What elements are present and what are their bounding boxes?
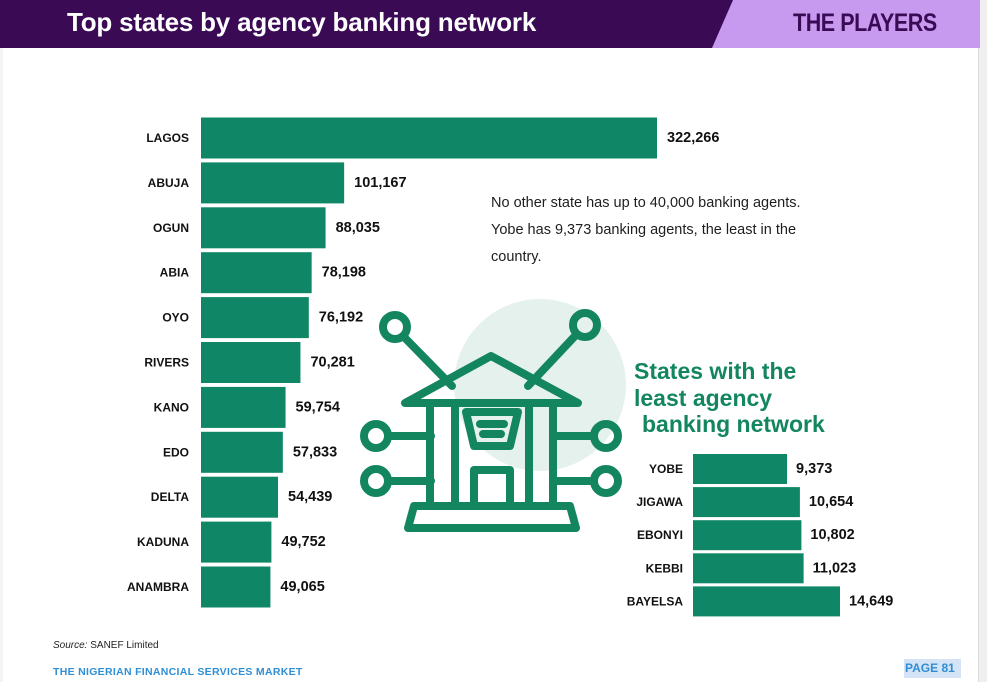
- least-states-value-label: 11,023: [813, 560, 857, 576]
- top-states-bar: [201, 252, 312, 294]
- top-states-category-label: DELTA: [151, 490, 190, 504]
- header-banner: Top states by agency banking network THE…: [0, 0, 980, 48]
- top-states-category-label: EDO: [163, 445, 189, 459]
- least-states-bar: [693, 454, 788, 484]
- source-label: Source:: [53, 640, 88, 651]
- top-states-value-label: 78,198: [322, 265, 366, 281]
- top-states-bar: [201, 342, 301, 383]
- top-states-category-label: LAGOS: [146, 131, 189, 145]
- top-states-bar: [201, 386, 286, 428]
- top-states-category-label: RIVERS: [144, 356, 189, 370]
- bank-emblem: [462, 408, 522, 450]
- top-states-bar: [201, 476, 279, 518]
- top-states-value-label: 101,167: [354, 175, 406, 191]
- top-states-category-label: OYO: [162, 311, 189, 325]
- publication-title: THE NIGERIAN FINANCIAL SERVICES MARKET: [53, 666, 303, 678]
- top-states-category-label: KANO: [154, 400, 189, 414]
- least-states-title: States with the least agency banking net…: [634, 358, 864, 438]
- least-states-category-label: KEBBI: [646, 561, 683, 575]
- section-label: THE PLAYERS: [793, 9, 937, 37]
- network-node-mid-left: [360, 420, 392, 452]
- least-states-value-label: 14,649: [849, 593, 893, 609]
- top-states-bar: [201, 162, 345, 204]
- top-states-value-label: 54,439: [288, 489, 332, 505]
- least-states-bar: [693, 520, 802, 551]
- top-states-value-label: 322,266: [667, 130, 719, 146]
- top-states-category-label: ANAMBRA: [127, 580, 189, 594]
- page-title: Top states by agency banking network: [67, 7, 537, 37]
- top-states-bar: [201, 297, 309, 339]
- least-states-category-label: BAYELSA: [627, 594, 684, 608]
- top-states-bar: [201, 431, 283, 473]
- top-states-bar: [201, 117, 657, 159]
- top-states-category-label: ABIA: [160, 266, 190, 280]
- top-states-category-label: ABUJA: [148, 176, 190, 190]
- page-number: PAGE 81: [904, 659, 961, 678]
- least-states-bar: [693, 586, 840, 617]
- top-states-value-label: 76,192: [319, 310, 363, 326]
- top-states-bar: [201, 521, 272, 563]
- top-states-category-label: OGUN: [153, 221, 189, 235]
- least-states-bar: [693, 487, 800, 518]
- network-node-top-right: [569, 309, 601, 341]
- chart-note: No other state has up to 40,000 banking …: [491, 195, 801, 265]
- least-states-category-label: JIGAWA: [636, 495, 683, 509]
- top-states-category-label: KADUNA: [137, 535, 189, 549]
- least-title-line-1: States with the: [634, 358, 797, 384]
- least-states-value-label: 10,802: [810, 527, 854, 543]
- page-edge-right: [978, 0, 987, 682]
- top-states-bar: [201, 566, 271, 608]
- header-background: [0, 0, 980, 48]
- least-states-category-label: YOBE: [649, 462, 683, 476]
- source-note: Source: SANEF Limited: [53, 640, 159, 651]
- least-title-line-2: least agency: [634, 384, 773, 411]
- network-node-mid-right: [590, 420, 622, 452]
- network-node-low-left: [360, 465, 392, 497]
- least-states-value-label: 10,654: [809, 494, 853, 510]
- network-node-low-right: [590, 465, 622, 497]
- header-section-tab: [712, 0, 980, 48]
- top-states-value-label: 49,065: [280, 579, 324, 595]
- top-states-value-label: 49,752: [281, 534, 325, 550]
- network-node-top-left: [379, 311, 411, 343]
- top-states-bar: [201, 207, 326, 249]
- bank-base: [404, 502, 580, 532]
- top-states-value-label: 70,281: [310, 355, 354, 371]
- page-edge-left: [0, 0, 3, 682]
- source-text: SANEF Limited: [90, 640, 159, 651]
- top-states-value-label: 88,035: [336, 220, 380, 236]
- top-states-value-label: 57,833: [293, 444, 337, 460]
- top-states-value-label: 59,754: [296, 399, 340, 415]
- least-title-line-3: banking network: [642, 411, 825, 437]
- least-states-value-label: 9,373: [796, 461, 832, 477]
- least-states-bar: [693, 553, 804, 584]
- least-states-category-label: EBONYI: [637, 528, 683, 542]
